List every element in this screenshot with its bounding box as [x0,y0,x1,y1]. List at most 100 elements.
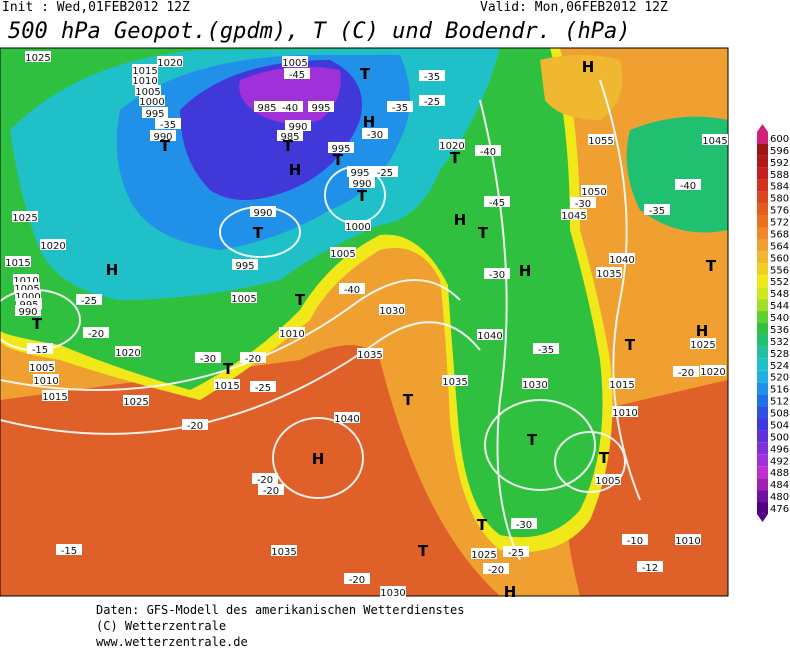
contour-label: -40 [480,147,496,158]
colorbar-band [757,203,768,216]
pressure-center: T [450,149,461,167]
contour-label: 1020 [40,241,65,252]
label-box [330,247,356,258]
label-box [347,166,373,177]
colorbar-label: 492 [770,456,789,467]
contour-label: 1035 [442,377,467,388]
contour-label: 995 [235,261,254,272]
contour-label: 1020 [439,141,464,152]
contour-label: 1055 [588,136,613,147]
colorbar-band [757,406,768,419]
colorbar-label: 548 [770,289,789,300]
label-box [182,419,208,430]
contour-label: 1025 [471,550,496,561]
label-box [240,352,266,363]
colorbar-band [757,502,768,514]
pressure-center: T [253,224,264,242]
label-box [503,546,529,557]
pressure-center: H [454,211,467,229]
contour-label: -30 [575,199,591,210]
pressure-center: T [706,257,717,275]
contour-label: -20 [88,329,104,340]
contour-label: -40 [282,103,298,114]
contour-label: -20 [245,354,261,365]
pressure-center: H [519,262,532,280]
label-box [150,130,176,141]
label-box [83,327,109,338]
label-box [29,361,55,372]
contour-label: 990 [288,122,307,133]
contour-label: 990 [18,307,37,318]
map-title: 500 hPa Geopot.(gpdm), T (C) und Bodendr… [8,19,631,44]
contour-label: 1005 [14,284,39,295]
colorbar-label: 516 [770,385,789,396]
colorbar-band [757,191,768,204]
colorbar-band [757,311,768,323]
colorbar-band [757,430,768,443]
pressure-center: T [599,449,610,467]
label-box [419,70,445,81]
label-box [76,294,102,305]
contour-label: 1010 [33,376,58,387]
colorbar-label: 504 [770,420,789,431]
contour-label: 1040 [334,414,359,425]
label-box [232,259,258,270]
contour-label: 1030 [379,306,404,317]
contour-label: -25 [255,383,271,394]
label-box [27,343,53,354]
label-box [609,253,635,264]
pressure-center: T [478,224,489,242]
label-box [477,329,503,340]
label-box [13,274,39,285]
label-box [609,378,635,389]
map-frame [0,47,729,597]
colorbar-band [757,167,768,180]
pressure-center: T [160,137,171,155]
label-box [277,130,303,141]
colorbar-band [757,251,768,264]
contour-label: -20 [678,368,694,379]
contour-label: -20 [488,565,504,576]
label-box [622,534,648,545]
contour-label: -35 [392,103,408,114]
contour-label: 1025 [25,53,50,64]
label-box [345,220,371,231]
contour-label: -30 [200,354,216,365]
contour-label: -30 [367,130,383,141]
label-box [195,352,221,363]
pressure-center: H [363,113,376,131]
contour-label: 1000 [345,222,370,233]
contour-label: -30 [489,270,505,281]
contour-label: 1025 [690,340,715,351]
colorbar-label: 552 [770,277,789,288]
contour-label: 1035 [271,547,296,558]
contour-label: 990 [153,132,172,143]
colorbar-arrow [757,513,768,522]
colorbar-label: 520 [770,373,789,384]
label-box [42,390,68,401]
colorbar-label: 560 [770,253,789,264]
pressure-center: T [418,542,429,560]
pressure-center: H [696,322,709,340]
label-box [258,484,284,495]
contour-label: 1050 [581,187,606,198]
colorbar-label: 576 [770,206,789,217]
contour-label: 995 [331,144,350,155]
label-box [673,366,699,377]
colorbar-label: 512 [770,397,789,408]
label-box [419,95,445,106]
colorbar-band [757,287,768,300]
contour-label: 1010 [612,408,637,419]
label-box [570,197,596,208]
contour-label: 1035 [357,350,382,361]
label-box [511,518,537,529]
contour-label: 1010 [675,536,700,547]
colorbar-band [757,382,768,395]
colorbar-band [757,143,768,156]
pressure-center: T [333,151,344,169]
label-box [637,561,663,572]
label-box [14,282,40,293]
label-box [675,534,701,545]
label-box [12,211,38,222]
